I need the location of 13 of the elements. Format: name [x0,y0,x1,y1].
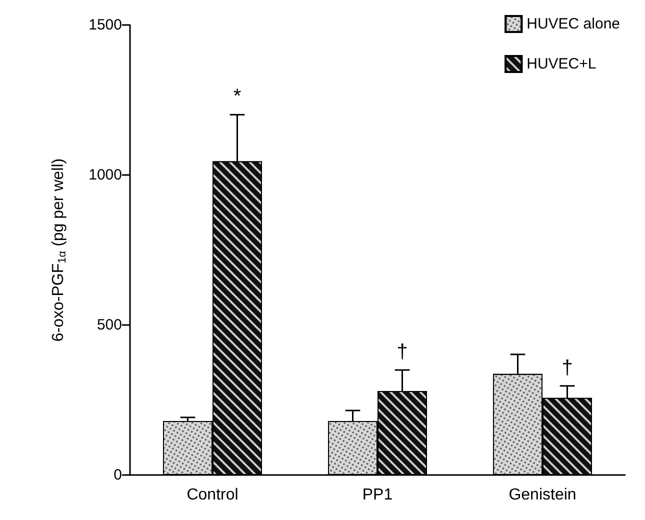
legend-label: HUVEC+L [526,56,596,72]
annotation: † [396,341,408,363]
x-tick-label: PP1 [362,486,393,504]
y-tick-label: 500 [96,316,122,334]
x-tick-label: Genistein [508,486,576,504]
annotation: † [562,356,573,379]
annotation: * [233,86,242,108]
y-axis-title: 6-oxo-PGF1α (pg per well) [50,158,68,342]
x-tick-label: Control [186,486,238,504]
y-tick-label: 1000 [88,166,122,184]
y-tick-label: 0 [114,466,122,484]
y-tick-label: 1500 [88,16,122,34]
legend-label: HUVEC alone [526,16,620,32]
